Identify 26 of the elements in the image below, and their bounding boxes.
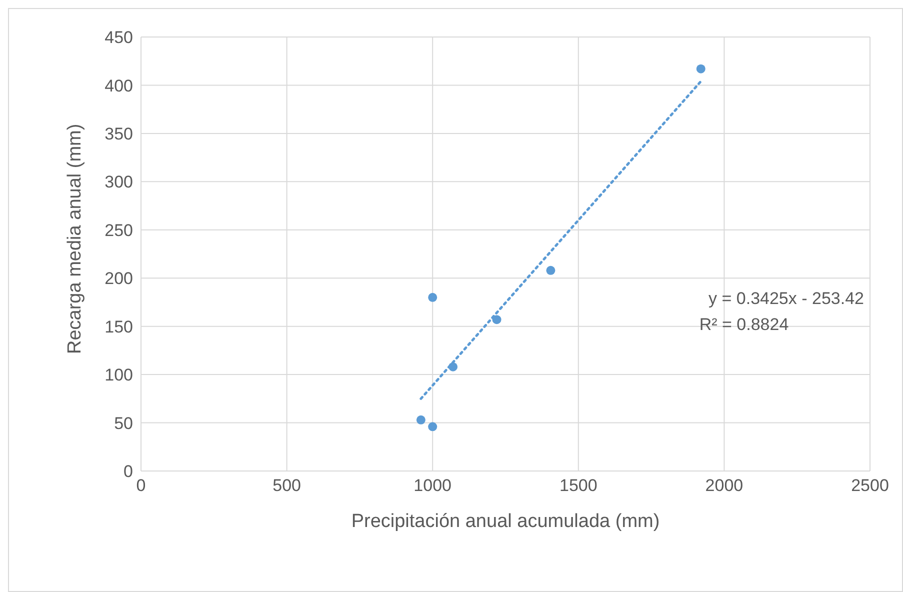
point [428, 422, 438, 432]
y-tick-label: 250 [104, 220, 133, 240]
point [416, 415, 426, 424]
y-tick-label: 0 [124, 462, 133, 482]
x-tick-label: 2500 [851, 476, 889, 496]
x-tick-label: 1500 [559, 476, 598, 496]
annotation: y = 0.3425x - 253.42 [708, 289, 864, 309]
x-tick-label: 500 [272, 476, 301, 496]
x-tick-label: 0 [136, 476, 146, 496]
annotation: R² = 0.8824 [698, 315, 790, 335]
point [428, 292, 438, 302]
x-tick-label: 1000 [414, 476, 452, 496]
y-tick-label: 400 [104, 76, 133, 96]
point [696, 64, 706, 74]
y-tick-label: 150 [104, 317, 133, 336]
x-tick-label: 2000 [705, 476, 744, 496]
point [492, 315, 502, 324]
y-tick-label: 300 [104, 172, 133, 192]
x-axis-title: Precipitación anual acumulada (mm) [351, 511, 660, 532]
y-axis-title: Recarga media anual (mm) [64, 124, 86, 354]
y-tick-label: 450 [104, 28, 133, 48]
y-tick-label: 100 [104, 366, 133, 385]
point [546, 266, 556, 275]
y-tick-label: 350 [104, 124, 133, 144]
y-tick-label: 200 [104, 269, 133, 288]
y-tick-label: 50 [114, 414, 133, 433]
